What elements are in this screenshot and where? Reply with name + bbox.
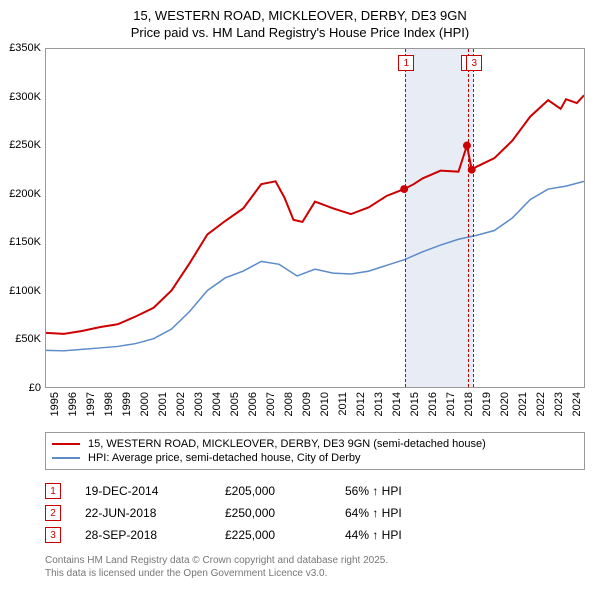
x-tick-label: 2019 (481, 392, 493, 416)
chart-title: 15, WESTERN ROAD, MICKLEOVER, DERBY, DE3… (0, 0, 600, 46)
legend-label: HPI: Average price, semi-detached house,… (88, 452, 361, 464)
title-line-2: Price paid vs. HM Land Registry's House … (0, 25, 600, 42)
x-tick-label: 2001 (157, 392, 169, 416)
sales-date: 22-JUN-2018 (85, 506, 225, 520)
sale-marker-box: 3 (466, 55, 482, 71)
legend-label: 15, WESTERN ROAD, MICKLEOVER, DERBY, DE3… (88, 438, 486, 450)
x-tick-label: 2015 (409, 392, 421, 416)
y-tick-label: £250K (9, 139, 41, 151)
legend: 15, WESTERN ROAD, MICKLEOVER, DERBY, DE3… (45, 432, 585, 470)
legend-swatch (52, 443, 80, 445)
y-tick-label: £300K (9, 91, 41, 103)
sales-table: 1 19-DEC-2014£205,00056% ↑ HPI 2 22-JUN-201… (45, 480, 585, 546)
sale-vline (473, 49, 474, 387)
series-line (46, 95, 584, 334)
x-tick-label: 2005 (229, 392, 241, 416)
sales-date: 19-DEC-2014 (85, 484, 225, 498)
sales-row-marker: 1 (45, 483, 61, 499)
footer-attribution: Contains HM Land Registry data © Crown c… (45, 555, 585, 580)
y-tick-label: £0 (29, 382, 41, 394)
x-tick-label: 2010 (319, 392, 331, 416)
sales-price: £250,000 (225, 506, 345, 520)
sales-hpi-diff: 44% ↑ HPI (345, 528, 402, 542)
x-tick-label: 2012 (355, 392, 367, 416)
sales-row: 2 22-JUN-2018£250,00064% ↑ HPI (45, 502, 585, 524)
x-tick-label: 2006 (247, 392, 259, 416)
chart-plot-area: 123 (45, 48, 585, 388)
x-tick-label: 2020 (499, 392, 511, 416)
series-line (46, 181, 584, 350)
legend-swatch (52, 457, 80, 459)
sale-point-dot (463, 142, 471, 150)
x-tick-label: 2021 (517, 392, 529, 416)
x-tick-label: 2009 (301, 392, 313, 416)
sales-price: £225,000 (225, 528, 345, 542)
sale-marker-box: 1 (398, 55, 414, 71)
x-tick-label: 2022 (535, 392, 547, 416)
y-tick-label: £100K (9, 285, 41, 297)
x-tick-label: 1999 (121, 392, 133, 416)
sale-vline (405, 49, 406, 387)
sales-hpi-diff: 64% ↑ HPI (345, 506, 402, 520)
y-tick-label: £200K (9, 188, 41, 200)
x-tick-label: 2018 (463, 392, 475, 416)
x-tick-label: 2011 (337, 392, 349, 416)
x-tick-label: 2017 (445, 392, 457, 416)
x-tick-label: 1997 (85, 392, 97, 416)
sales-price: £205,000 (225, 484, 345, 498)
x-tick-label: 2002 (175, 392, 187, 416)
x-tick-label: 2000 (139, 392, 151, 416)
sales-row: 1 19-DEC-2014£205,00056% ↑ HPI (45, 480, 585, 502)
y-tick-label: £150K (9, 236, 41, 248)
x-tick-label: 1995 (49, 392, 61, 416)
sales-hpi-diff: 56% ↑ HPI (345, 484, 402, 498)
sale-point-dot (400, 185, 408, 193)
y-tick-label: £50K (15, 333, 41, 345)
x-tick-label: 2016 (427, 392, 439, 416)
sales-row-marker: 2 (45, 505, 61, 521)
x-tick-label: 2013 (373, 392, 385, 416)
x-tick-label: 1998 (103, 392, 115, 416)
footer-line-1: Contains HM Land Registry data © Crown c… (45, 555, 585, 568)
legend-row: 15, WESTERN ROAD, MICKLEOVER, DERBY, DE3… (52, 437, 578, 451)
chart-svg (46, 49, 584, 387)
x-tick-label: 2008 (283, 392, 295, 416)
x-tick-label: 2023 (553, 392, 565, 416)
y-tick-label: £350K (9, 42, 41, 54)
x-tick-label: 2007 (265, 392, 277, 416)
x-tick-label: 2024 (571, 392, 583, 416)
sales-row: 3 28-SEP-2018£225,00044% ↑ HPI (45, 524, 585, 546)
x-tick-label: 1996 (67, 392, 79, 416)
x-tick-label: 2003 (193, 392, 205, 416)
x-tick-label: 2014 (391, 392, 403, 416)
sales-row-marker: 3 (45, 527, 61, 543)
sale-vline (468, 49, 469, 387)
title-line-1: 15, WESTERN ROAD, MICKLEOVER, DERBY, DE3… (0, 8, 600, 25)
footer-line-2: This data is licensed under the Open Gov… (45, 568, 585, 581)
legend-row: HPI: Average price, semi-detached house,… (52, 451, 578, 465)
y-axis: £0£50K£100K£150K£200K£250K£300K£350K (0, 48, 45, 388)
x-tick-label: 2004 (211, 392, 223, 416)
sales-date: 28-SEP-2018 (85, 528, 225, 542)
